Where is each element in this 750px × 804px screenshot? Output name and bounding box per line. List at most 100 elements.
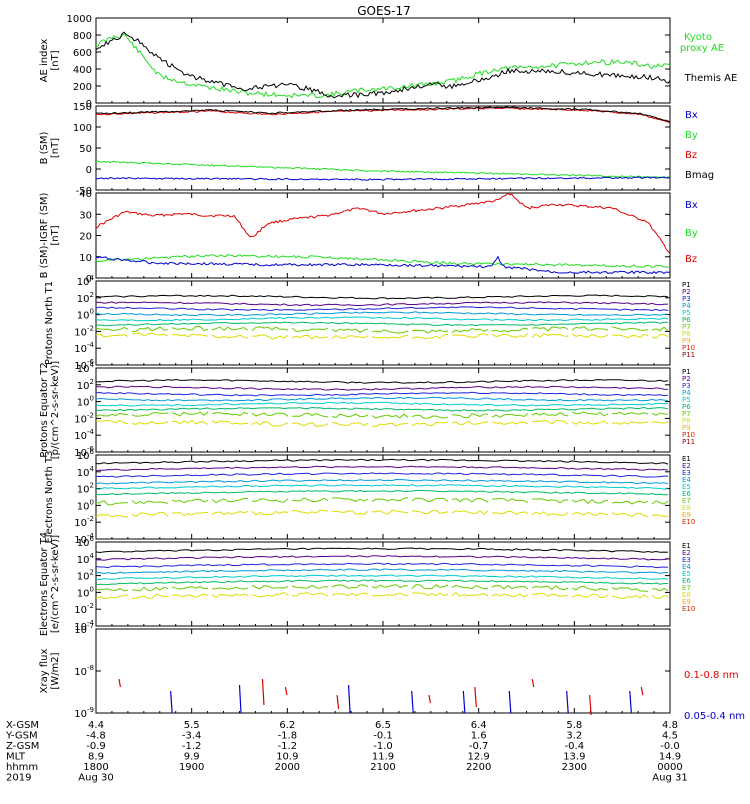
- footer-value: 5.5: [184, 720, 200, 731]
- ytick-label: 104: [77, 465, 95, 479]
- legend-entry: P5: [682, 309, 691, 317]
- ytick-label: 100: [77, 498, 94, 512]
- legend: Bx By Bz Bmag: [685, 110, 714, 181]
- legend-entry: Bz: [685, 254, 697, 265]
- footer-value: 8.9: [88, 752, 104, 763]
- channel-line-6: [95, 489, 669, 496]
- panel-8: 10-7 10-8 10-9 Xray flux [W/m2] 0.1-0.8 nm 0.0…: [39, 622, 745, 722]
- channel-line-2: [95, 385, 669, 391]
- ytick-label: 10-4: [74, 428, 94, 442]
- ytick-label: -50: [76, 186, 92, 197]
- ytick-label: 0: [86, 165, 92, 176]
- xray-short-mark: [170, 690, 173, 714]
- legend-entry: E2: [682, 549, 691, 557]
- legend-entry: E4: [682, 563, 691, 571]
- legend-entry: By: [685, 228, 698, 239]
- footer-value: 2300: [562, 762, 587, 773]
- ytick-label: 102: [77, 378, 94, 392]
- ytick-label: 102: [77, 482, 94, 496]
- xray-long-mark: [474, 686, 477, 708]
- y-axis-label: Electrons North T3: [44, 450, 55, 543]
- ytick-label: 100: [73, 123, 92, 134]
- legend-entry: E9: [682, 598, 691, 606]
- panel-frame: [95, 628, 671, 714]
- ytick-label: 200: [73, 82, 92, 93]
- ytick-label: 106: [77, 448, 95, 462]
- footer-row-label: MLT: [6, 752, 26, 763]
- ytick-label: 10-4: [74, 532, 94, 546]
- legend: 0.1-0.8 nm 0.05-0.4 nm: [684, 670, 745, 722]
- xray-long-mark: [589, 694, 592, 716]
- ytick-label: 400: [73, 65, 92, 76]
- channel-line-7: [95, 584, 669, 592]
- y-axis-label: Electrons Equator T4: [39, 532, 50, 636]
- footer-value: -4.8: [86, 731, 106, 742]
- legend-entry: By: [685, 130, 698, 141]
- legend-entry: P2: [682, 375, 691, 383]
- legend-entry: P8: [682, 417, 691, 425]
- legend-entry: P6: [682, 403, 691, 411]
- channel-line-3: [96, 472, 668, 478]
- ytick-label: 1000: [67, 14, 92, 25]
- legend-entry: P2: [682, 288, 691, 296]
- legend-entry: E3: [682, 556, 691, 564]
- legend-entry: P11: [682, 438, 695, 446]
- footer-value: 10.9: [276, 752, 298, 763]
- ytick-label: 104: [77, 361, 95, 375]
- legend-entry: P10: [682, 431, 695, 439]
- channel-line-7: [95, 326, 669, 334]
- footer-value: -1.0: [373, 741, 393, 752]
- footer-value: 12.9: [468, 752, 490, 763]
- footer-row-label: hhmm: [6, 762, 38, 773]
- legend-entry: E2: [682, 462, 691, 470]
- panel-3: 40 30 20 10 0 B (SM)-IGRF (SM) [nT] Bx By Bz: [39, 189, 698, 285]
- legend-entry: E10: [682, 518, 695, 526]
- series-line-by: [95, 253, 671, 268]
- ytick-label: 40: [79, 189, 92, 200]
- legend-entry: proxy AE: [680, 43, 724, 54]
- legend-entry: E5: [682, 483, 691, 491]
- xray-short-mark: [347, 684, 351, 714]
- series-line-themis-ae: [95, 31, 671, 99]
- series-line-bx: [95, 255, 671, 275]
- footer-value: 6.5: [375, 720, 391, 731]
- y-axis-label: [W/m2]: [50, 652, 61, 689]
- legend-entry: E4: [682, 476, 691, 484]
- channel-line-8: [95, 332, 669, 340]
- ytick-label: 10-4: [74, 341, 94, 355]
- series-line-bz: [95, 192, 671, 254]
- y-axis-label: [nT]: [50, 50, 61, 70]
- y-axis-label: [nT]: [50, 225, 61, 245]
- channel-line-6: [95, 579, 668, 586]
- legend-entry: P5: [682, 396, 691, 404]
- panel-frame: [95, 454, 671, 540]
- series-line-bmag: [95, 106, 671, 123]
- channel-line-7: [95, 497, 669, 506]
- ytick-label: 10-4: [74, 619, 94, 633]
- channel-line-5: [95, 574, 669, 581]
- panel-frame: [95, 17, 671, 104]
- channel-line-8: [95, 591, 669, 600]
- series-line-bx: [95, 176, 671, 181]
- footer-value: 4.8: [662, 720, 678, 731]
- channel-line-1: [95, 458, 669, 465]
- footer-value: 6.2: [279, 720, 295, 731]
- ytick-label: 102: [77, 569, 94, 583]
- orbit-footer: X-GSM 4.4 5.5 6.2 6.5 6.4 5.8 4.8Y-GSM -4.8 -3.4-…: [5, 720, 688, 784]
- y-axis-label: B (SM): [39, 131, 50, 164]
- channel-line-5: [95, 316, 669, 322]
- legend-entry: P7: [682, 323, 691, 331]
- legend-entry: P1: [682, 281, 691, 289]
- footer-value: 1.6: [471, 731, 487, 742]
- channel-line-8: [95, 419, 669, 428]
- legend-entry: 0.1-0.8 nm: [684, 670, 739, 681]
- legend-entry: E9: [682, 511, 691, 519]
- footer-value: 5.8: [566, 720, 582, 731]
- xray-long-mark: [640, 686, 644, 696]
